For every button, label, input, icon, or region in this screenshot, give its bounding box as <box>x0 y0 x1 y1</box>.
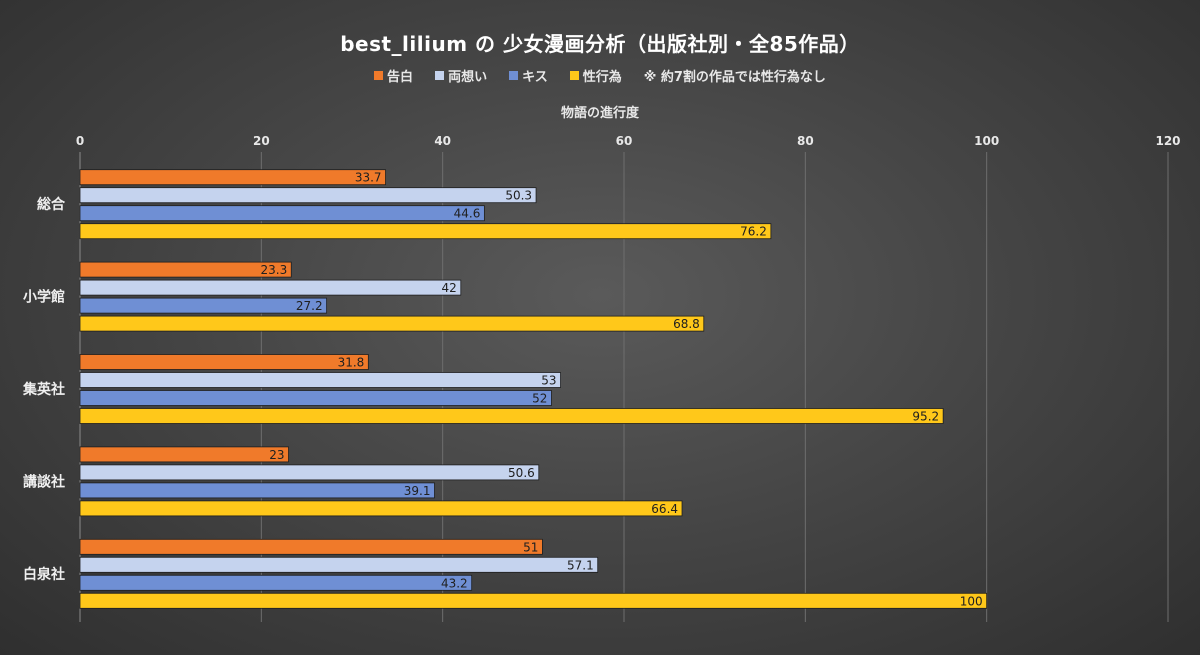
legend-label: 性行為 <box>582 70 622 85</box>
data-label: 66.4 <box>651 502 678 516</box>
data-label: 68.8 <box>673 317 700 331</box>
data-label: 50.3 <box>505 189 532 203</box>
x-tick-label: 20 <box>253 134 270 148</box>
data-label: 23.3 <box>261 263 288 277</box>
category-label: 総合 <box>37 196 66 213</box>
legend-note: ※ 約7割の作品では性行為なし <box>643 70 826 85</box>
x-tick-label: 80 <box>797 134 814 148</box>
data-label: 23 <box>269 448 284 462</box>
data-label: 50.6 <box>508 466 535 480</box>
data-label: 95.2 <box>912 410 939 424</box>
legend-label: キス <box>522 70 548 85</box>
legend-item-kiss: キス <box>509 66 548 85</box>
x-tick-label: 40 <box>434 134 451 148</box>
bar <box>79 408 944 424</box>
chart-title: best_lilium の 少女漫画分析（出版社別・全85作品） <box>340 32 860 56</box>
x-tick-label: 0 <box>76 134 84 148</box>
bar <box>79 390 552 406</box>
bar <box>79 187 537 204</box>
bar <box>79 538 543 555</box>
data-label: 100 <box>960 594 983 608</box>
data-label: 51 <box>523 540 538 554</box>
data-label: 53 <box>541 374 556 388</box>
legend-swatch <box>569 71 579 80</box>
bar <box>79 261 292 278</box>
data-label: 44.6 <box>454 207 481 221</box>
bar <box>79 354 369 370</box>
bar <box>79 297 328 314</box>
bar <box>79 169 386 186</box>
data-label: 52 <box>532 392 547 406</box>
category-label: 小学館 <box>23 289 65 306</box>
legend-label: 告白 <box>387 70 414 85</box>
legend: 告白 両想い キス 性行為 ※ 約7割の作品では性行為なし <box>0 66 1200 85</box>
x-tick-label: 60 <box>616 134 633 148</box>
legend-swatch <box>374 71 384 80</box>
legend-item-kokuhaku: 告白 <box>374 66 413 85</box>
bar <box>79 482 435 499</box>
data-label: 33.7 <box>355 171 382 185</box>
bar <box>79 464 540 481</box>
category-label: 白泉社 <box>23 566 65 583</box>
legend-swatch <box>509 71 519 80</box>
data-label: 31.8 <box>338 356 365 370</box>
bar <box>79 556 599 573</box>
data-label: 76.2 <box>740 225 767 239</box>
x-tick-label: 100 <box>974 134 999 148</box>
category-label: 講談社 <box>23 473 65 490</box>
category-label: 集英社 <box>22 381 65 398</box>
bar <box>79 592 988 609</box>
bar <box>79 279 462 296</box>
x-axis-title: 物語の進行度 <box>560 106 639 121</box>
bar <box>79 205 485 222</box>
legend-label: 両想い <box>448 70 488 85</box>
legend-item-seikoui: 性行為 <box>569 66 622 85</box>
bar <box>79 315 705 332</box>
bar <box>79 500 683 517</box>
data-label: 43.2 <box>441 576 468 590</box>
data-label: 42 <box>442 281 457 295</box>
data-label: 27.2 <box>296 299 323 313</box>
bar <box>79 223 772 240</box>
data-label: 57.1 <box>567 558 594 572</box>
legend-swatch <box>435 71 445 80</box>
bar <box>79 372 561 388</box>
legend-item-ryouomoi: 両想い <box>435 66 487 85</box>
bar <box>79 574 473 591</box>
bar <box>79 446 289 463</box>
x-tick-label: 120 <box>1155 134 1180 148</box>
data-label: 39.1 <box>404 484 431 498</box>
